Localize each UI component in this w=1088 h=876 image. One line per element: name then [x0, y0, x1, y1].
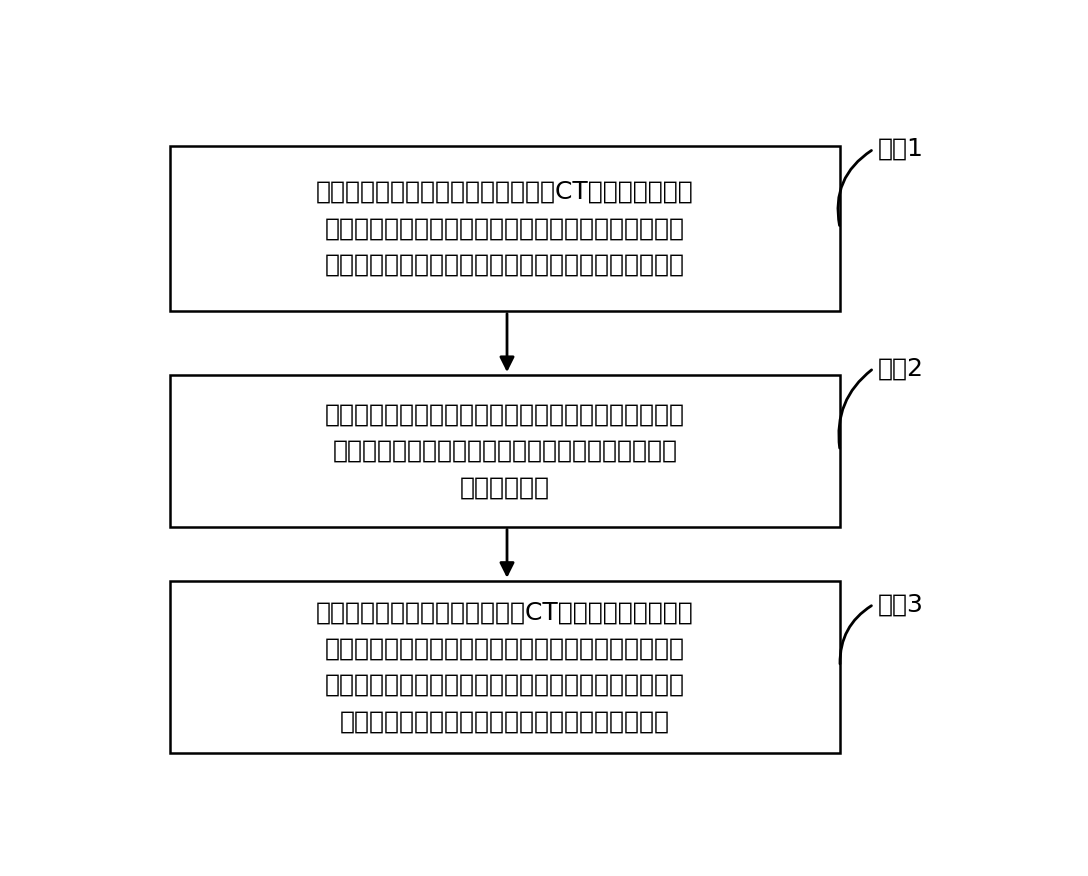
Text: 步骤1: 步骤1: [878, 137, 924, 161]
Bar: [170, 145, 840, 311]
Bar: [170, 375, 840, 526]
Bar: [170, 581, 840, 752]
Text: 步骤2: 步骤2: [878, 357, 924, 380]
Text: 步骤3: 步骤3: [878, 592, 924, 616]
Text: 基于新患者放疗计划医学影像中CT图像和感兴趣区的解
剖结构图确定新患者标签化的感兴趣区的解剖结构图，
并将新患者标签化的感兴趣区的解剖结构图输入预测模
型进行预: 基于新患者放疗计划医学影像中CT图像和感兴趣区的解 剖结构图确定新患者标签化的感…: [316, 600, 694, 733]
Text: 基于专家放疗计划医学影像数据库中CT图像以及感兴趣
区的解剖结构图和剂量分布图确定用于模型训练的感兴
趣区的解剖结构图和感兴趣危及器官的剂量面积直方图: 基于专家放疗计划医学影像数据库中CT图像以及感兴趣 区的解剖结构图和剂量分布图确…: [316, 180, 694, 277]
Text: 将用于模型训练的感兴趣区的解剖结构图和感兴趣危及
器官的剂量面积直方图输入深度学习网络进行训练，
得到预测模型: 将用于模型训练的感兴趣区的解剖结构图和感兴趣危及 器官的剂量面积直方图输入深度学…: [325, 402, 685, 499]
